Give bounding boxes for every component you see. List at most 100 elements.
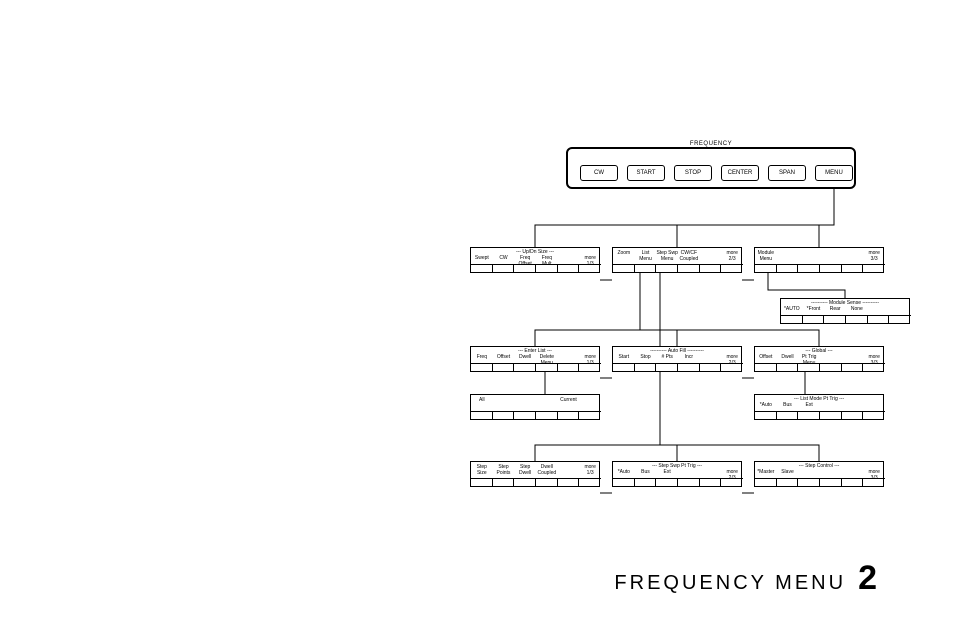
softkey-label: Dwell — [514, 355, 536, 361]
hw-button-span[interactable]: SPAN — [768, 165, 806, 181]
softkey[interactable] — [868, 315, 890, 323]
softkey[interactable] — [755, 363, 777, 371]
softkey[interactable] — [863, 478, 885, 486]
softkey[interactable] — [842, 478, 864, 486]
softkey-group-label: --- Global --- — [759, 348, 879, 354]
softkey[interactable] — [558, 411, 580, 419]
softkey[interactable] — [471, 411, 493, 419]
softkey[interactable] — [579, 363, 601, 371]
softkey[interactable] — [635, 363, 657, 371]
softkey[interactable] — [678, 264, 700, 272]
softkey[interactable] — [656, 264, 678, 272]
softkey[interactable] — [798, 264, 820, 272]
softkey[interactable] — [579, 264, 601, 272]
softkey[interactable] — [579, 478, 601, 486]
softkey-label: *AUTO — [781, 307, 803, 313]
softkey[interactable] — [820, 363, 842, 371]
hw-button-cw[interactable]: CW — [580, 165, 618, 181]
softkey[interactable] — [755, 478, 777, 486]
softkey[interactable] — [777, 363, 799, 371]
softkey[interactable] — [803, 315, 825, 323]
softkey[interactable] — [824, 315, 846, 323]
softkey-label: Module Menu — [755, 251, 777, 262]
softkey[interactable] — [700, 264, 722, 272]
hw-button-start[interactable]: START — [627, 165, 665, 181]
softkey-group-label: --- List Mode Pt Trig --- — [759, 396, 879, 402]
softkey[interactable] — [493, 411, 515, 419]
softkey[interactable] — [558, 363, 580, 371]
softkey-block: --- Step Control ---*MasterSlavemore 3/3 — [754, 461, 884, 487]
softkey[interactable] — [700, 363, 722, 371]
softkey[interactable] — [536, 478, 558, 486]
softkey[interactable] — [514, 478, 536, 486]
softkey[interactable] — [842, 363, 864, 371]
softkey[interactable] — [493, 363, 515, 371]
softkey[interactable] — [798, 411, 820, 419]
softkey[interactable] — [471, 478, 493, 486]
softkey-label: *Front — [803, 307, 825, 313]
softkey[interactable] — [820, 264, 842, 272]
softkey[interactable] — [656, 363, 678, 371]
softkey[interactable] — [863, 264, 885, 272]
softkey[interactable] — [798, 478, 820, 486]
softkey-label: Dwell Coupled — [536, 465, 558, 476]
softkey[interactable] — [635, 478, 657, 486]
softkey[interactable] — [777, 264, 799, 272]
panel-header: FREQUENCY — [684, 141, 738, 147]
softkey[interactable] — [514, 363, 536, 371]
softkey-label: CW/CF Coupled — [678, 251, 700, 262]
softkey[interactable] — [700, 478, 722, 486]
page: FREQUENCY FREQUENCY MENU 2 CWSTARTSTOPCE… — [0, 0, 954, 618]
softkey[interactable] — [820, 411, 842, 419]
softkey-label: None — [846, 307, 868, 313]
softkey[interactable] — [721, 264, 743, 272]
softkey[interactable] — [635, 264, 657, 272]
softkey[interactable] — [798, 363, 820, 371]
softkey[interactable] — [777, 478, 799, 486]
softkey-block: --- Enter List ---FreqOffsetDwellDelete … — [470, 346, 600, 372]
softkey-label: Bus — [635, 470, 657, 476]
softkey[interactable] — [889, 315, 911, 323]
softkey[interactable] — [678, 478, 700, 486]
softkey[interactable] — [755, 264, 777, 272]
softkey[interactable] — [558, 264, 580, 272]
softkey[interactable] — [471, 363, 493, 371]
softkey[interactable] — [846, 315, 868, 323]
softkey-label: Rear — [824, 307, 846, 313]
hw-button-stop[interactable]: STOP — [674, 165, 712, 181]
softkey[interactable] — [842, 411, 864, 419]
softkey[interactable] — [514, 411, 536, 419]
softkey[interactable] — [678, 363, 700, 371]
softkey[interactable] — [781, 315, 803, 323]
softkey[interactable] — [536, 363, 558, 371]
softkey[interactable] — [514, 264, 536, 272]
softkey[interactable] — [613, 478, 635, 486]
softkey[interactable] — [471, 264, 493, 272]
softkey[interactable] — [820, 478, 842, 486]
softkey[interactable] — [863, 411, 885, 419]
softkey[interactable] — [493, 478, 515, 486]
softkey[interactable] — [536, 264, 558, 272]
softkey[interactable] — [842, 264, 864, 272]
softkey-label: Ext — [656, 470, 678, 476]
softkey[interactable] — [579, 411, 601, 419]
softkey[interactable] — [755, 411, 777, 419]
softkey-group-label: --- Up/Dn Size --- — [475, 249, 595, 255]
softkey[interactable] — [493, 264, 515, 272]
softkey[interactable] — [721, 363, 743, 371]
softkey[interactable] — [613, 363, 635, 371]
softkey-label: List Menu — [635, 251, 657, 262]
hw-button-menu[interactable]: MENU — [815, 165, 853, 181]
softkey-label: # Pts — [656, 355, 678, 361]
softkey[interactable] — [536, 411, 558, 419]
softkey[interactable] — [777, 411, 799, 419]
softkey[interactable] — [558, 478, 580, 486]
softkey-group-label: ---------- Module Sense ---------- — [785, 300, 905, 306]
hw-button-center[interactable]: CENTER — [721, 165, 759, 181]
softkey[interactable] — [863, 363, 885, 371]
softkey-group-label: ---------- Auto Fill ---------- — [617, 348, 737, 354]
softkey-block: --- Step Swp Pt Trig ---*AutoBusExtmore … — [612, 461, 742, 487]
softkey[interactable] — [613, 264, 635, 272]
softkey[interactable] — [721, 478, 743, 486]
softkey[interactable] — [656, 478, 678, 486]
